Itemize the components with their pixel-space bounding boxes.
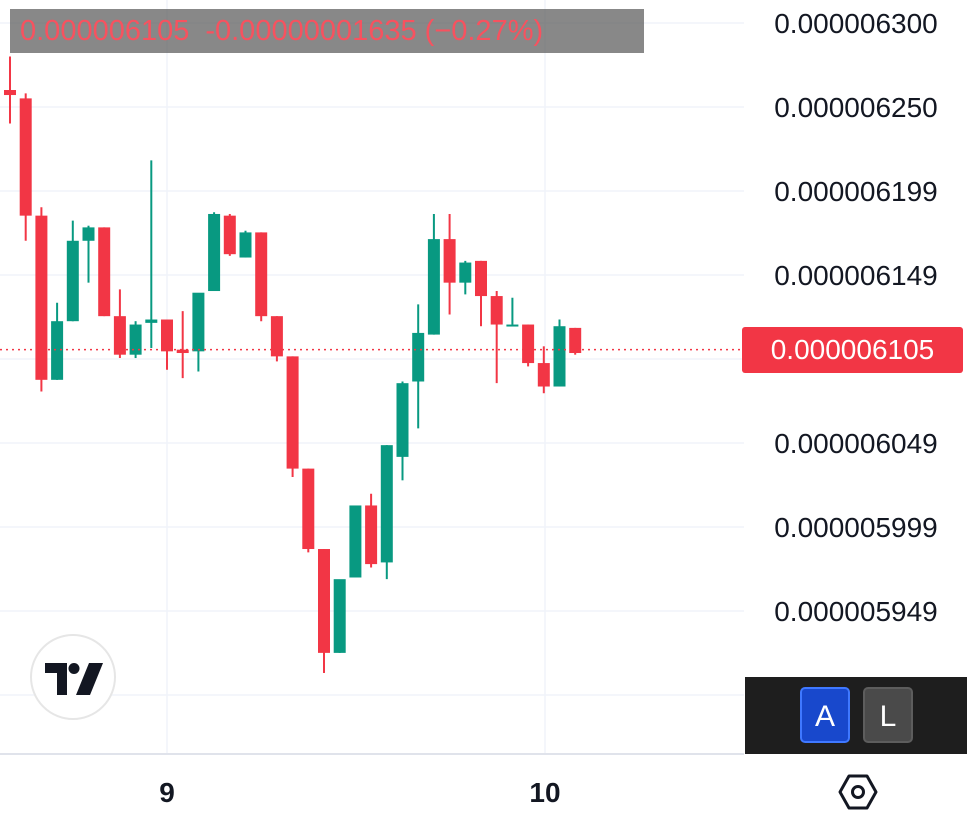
candle [129,321,142,359]
candle [19,93,32,241]
log-scale-button[interactable]: L [863,687,913,743]
auto-scale-button[interactable]: A [800,687,850,743]
candle-body [522,324,535,364]
price-tick-label: 0.000006300 [774,8,938,39]
candle-body [569,327,582,354]
candle [553,319,566,387]
candle-body [19,98,32,216]
candle [66,220,79,322]
candle [475,260,487,327]
candle [365,493,378,568]
candle [35,207,48,392]
candle-body [255,232,268,317]
price-tick-label: 0.000005999 [774,512,938,543]
candle [318,549,330,673]
price-tick-label: 0.000006199 [774,176,938,207]
candle-body [459,262,472,283]
hexagon-settings-icon[interactable] [836,770,880,814]
candle-body [145,319,158,323]
price-tick-label: 0.000006149 [774,260,938,291]
candle [286,356,299,477]
candle [569,327,582,355]
ohlc-legend: 0.000006105 -0.00000001635 (−0.27%) [10,9,644,53]
candle [255,232,268,322]
candle [82,225,95,283]
candle-body [270,316,283,357]
candle-body [208,213,221,292]
candle-body [161,319,173,352]
candle-body [396,383,409,457]
candle-body [51,321,64,380]
candle [51,302,64,380]
candle-body [35,215,48,380]
candle-body [365,505,378,565]
time-tick-label: 10 [529,777,560,808]
candles [4,56,582,673]
time-axis[interactable]: 9 10 [159,777,560,808]
candle-body [490,296,503,325]
tradingview-logo-icon[interactable] [30,634,116,720]
candle-body [537,363,550,387]
candle [537,346,550,394]
candle-body [333,579,346,653]
candle [145,160,158,348]
candle [412,304,425,429]
candle [192,292,205,372]
candle [506,297,519,327]
candle [270,316,283,362]
candle-body [380,445,393,563]
legend-price: 0.000006105 [20,15,190,47]
candle [176,311,189,379]
chart-grid [0,0,744,754]
candle-body [475,260,487,297]
scale-mode-panel: A L [745,677,967,754]
candle [223,213,236,256]
candle-body [443,239,456,283]
candle [443,213,456,315]
current-price-badge: 0.000006105 [742,327,963,373]
candle [4,56,16,124]
candle [113,289,126,359]
candle [208,212,221,292]
price-tick-label: 0.000006049 [774,428,938,459]
price-tick-label: 0.000006250 [774,92,938,123]
candle-body [223,215,236,255]
legend-change: -0.00000001635 (−0.27%) [205,15,544,47]
candle [161,319,173,370]
candle-body [113,316,126,355]
candle-body [98,227,111,317]
price-axis[interactable]: 0.000006300 0.000006250 0.000006199 0.00000… [774,8,938,627]
candle-body [192,292,205,352]
candle [98,227,111,317]
candle [302,468,315,553]
candle [427,213,440,335]
candle-body [286,356,299,469]
candle-body [427,239,440,335]
candle-body [176,349,189,354]
candle-body [82,227,95,241]
candle [522,324,535,367]
candle [380,445,393,580]
price-tick-label: 0.000005949 [774,596,938,627]
candle-body [239,232,252,258]
candle-body [506,324,519,327]
candle-body [318,549,330,653]
candle-body [4,90,16,96]
candle-body [129,324,142,355]
candle-body [412,332,425,382]
candle [396,381,409,481]
candle [349,505,362,578]
candle [490,291,503,384]
candle [239,230,252,258]
time-tick-label: 9 [159,777,175,808]
candle-body [553,326,566,387]
candle [333,579,346,653]
candle-body [66,240,79,322]
candle-body [349,505,362,578]
candle [459,260,472,295]
candle-body [302,468,315,550]
